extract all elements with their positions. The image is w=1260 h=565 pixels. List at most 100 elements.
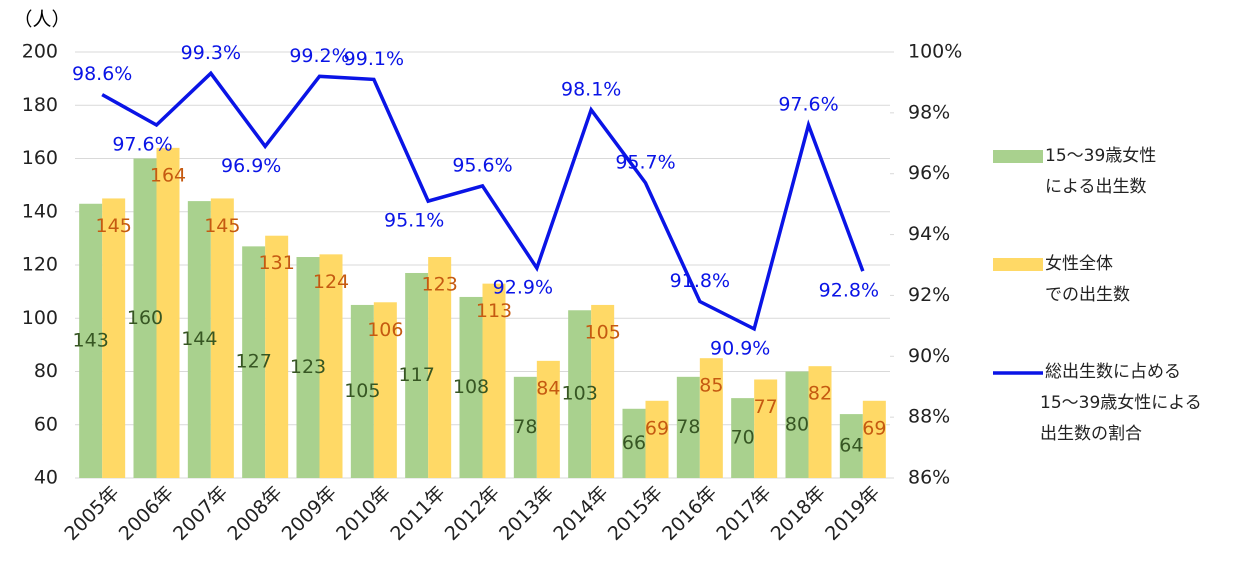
bar-value-label: 145 bbox=[96, 215, 132, 237]
line-value-label: 96.9% bbox=[221, 155, 281, 177]
bar bbox=[645, 400, 669, 478]
x-tick-label: 2009年 bbox=[278, 482, 341, 545]
bar bbox=[102, 198, 126, 478]
line-value-label: 99.2% bbox=[289, 45, 349, 67]
x-tick-label: 2018年 bbox=[767, 482, 830, 545]
bar bbox=[265, 235, 289, 478]
line-value-label: 97.6% bbox=[112, 134, 172, 156]
bar-value-label: 106 bbox=[367, 319, 403, 341]
x-tick-label: 2007年 bbox=[169, 482, 232, 545]
bar bbox=[839, 414, 863, 478]
legend-label: 総出生数に占める 15～39歳女性による 出生数の割合 bbox=[1040, 362, 1202, 444]
line-value-label: 92.9% bbox=[493, 277, 553, 299]
line-value-label: 97.6% bbox=[778, 94, 838, 116]
x-tick-label: 2013年 bbox=[495, 482, 558, 545]
bar-value-label: 144 bbox=[181, 328, 217, 350]
bar bbox=[699, 358, 723, 478]
bar bbox=[536, 360, 560, 478]
y-tick-label: 160 bbox=[22, 147, 58, 169]
bar-value-label: 80 bbox=[785, 413, 809, 435]
bar-value-label: 117 bbox=[399, 364, 435, 386]
bar-value-label: 143 bbox=[73, 329, 109, 351]
bar-value-label: 123 bbox=[290, 356, 326, 378]
bar bbox=[319, 254, 343, 478]
line-value-label: 90.9% bbox=[710, 337, 770, 359]
line-value-label: 95.6% bbox=[452, 154, 512, 176]
y-tick-label: 180 bbox=[22, 94, 58, 116]
x-tick-label: 2008年 bbox=[223, 482, 286, 545]
bar bbox=[591, 304, 615, 478]
bar bbox=[862, 400, 886, 478]
bar bbox=[296, 257, 320, 478]
bar-value-label: 131 bbox=[259, 252, 295, 274]
x-tick-label: 2017年 bbox=[712, 482, 775, 545]
bar bbox=[676, 376, 700, 478]
y-tick-label: 140 bbox=[22, 200, 58, 222]
bar bbox=[622, 408, 646, 478]
bar bbox=[242, 246, 266, 478]
legend-label: 15～39歳女性 による出生数 bbox=[1045, 146, 1157, 197]
line-value-label: 95.7% bbox=[615, 151, 675, 173]
bar-value-label: 69 bbox=[645, 417, 669, 439]
x-tick-label: 2006年 bbox=[115, 482, 178, 545]
bar-value-label: 164 bbox=[150, 164, 186, 186]
y2-tick-label: 90% bbox=[908, 345, 950, 367]
y-tick-label: 200 bbox=[22, 41, 58, 63]
bar-value-label: 103 bbox=[562, 383, 598, 405]
y-tick-label: 120 bbox=[22, 254, 58, 276]
bar-value-label: 108 bbox=[453, 376, 489, 398]
line-value-label: 98.6% bbox=[72, 63, 132, 85]
y-axis-label: （人） bbox=[13, 9, 70, 31]
y2-tick-label: 88% bbox=[908, 406, 950, 428]
x-tick-label: 2015年 bbox=[604, 482, 667, 545]
line-series bbox=[101, 70, 865, 332]
bar bbox=[513, 376, 537, 478]
bar-value-label: 69 bbox=[862, 417, 886, 439]
bar bbox=[79, 203, 103, 478]
bar-value-label: 70 bbox=[731, 427, 755, 449]
bar-value-label: 78 bbox=[676, 416, 700, 438]
bar bbox=[808, 366, 832, 478]
bar-value-label: 145 bbox=[204, 215, 240, 237]
y2-tick-label: 94% bbox=[908, 223, 950, 245]
bar bbox=[459, 296, 483, 478]
bar-value-label: 127 bbox=[236, 351, 272, 373]
y-tick-label: 80 bbox=[34, 360, 58, 382]
bar bbox=[187, 201, 211, 478]
legend-label: 女性全体 での出生数 bbox=[1045, 254, 1130, 305]
bar bbox=[482, 283, 506, 478]
bar bbox=[210, 198, 234, 478]
bar-value-label: 85 bbox=[699, 375, 723, 397]
x-tick-label: 2019年 bbox=[821, 482, 884, 545]
y2-tick-label: 86% bbox=[908, 467, 950, 489]
bar-value-label: 82 bbox=[808, 383, 832, 405]
bar-value-label: 77 bbox=[754, 396, 778, 418]
legend-swatch bbox=[993, 150, 1043, 163]
y-tick-label: 60 bbox=[34, 413, 58, 435]
legend-swatch bbox=[993, 258, 1043, 271]
line-value-label: 98.1% bbox=[561, 78, 621, 100]
bar bbox=[568, 310, 592, 478]
line-value-label: 92.8% bbox=[819, 280, 879, 302]
bar bbox=[428, 257, 452, 478]
bar-value-label: 78 bbox=[513, 416, 537, 438]
x-tick-label: 2010年 bbox=[332, 482, 395, 545]
bar bbox=[350, 304, 374, 478]
x-tick-label: 2011年 bbox=[386, 482, 449, 545]
line-value-label: 95.1% bbox=[384, 210, 444, 232]
bar-value-label: 105 bbox=[344, 380, 380, 402]
y2-tick-label: 98% bbox=[908, 101, 950, 123]
x-tick-label: 2012年 bbox=[441, 482, 504, 545]
y2-tick-label: 96% bbox=[908, 162, 950, 184]
line-value-label: 99.3% bbox=[181, 42, 241, 64]
bar-value-label: 64 bbox=[839, 435, 863, 457]
y-tick-label: 100 bbox=[22, 307, 58, 329]
x-tick-label: 2014年 bbox=[549, 482, 612, 545]
bar-value-label: 160 bbox=[127, 307, 163, 329]
bar-value-label: 113 bbox=[476, 300, 512, 322]
bar bbox=[754, 379, 778, 478]
bar bbox=[373, 302, 397, 478]
bar bbox=[405, 272, 429, 478]
